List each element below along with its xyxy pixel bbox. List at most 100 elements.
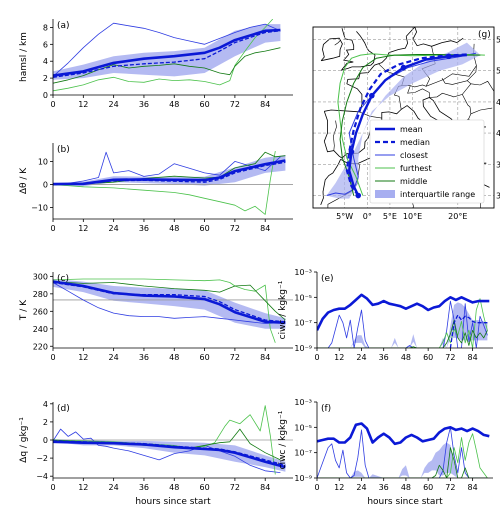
track-marker-mean (445, 53, 452, 60)
panel-e: 0 12 24 36 48 60 72 84 10⁻⁹ 10⁻⁷ 10⁻⁵ 10⁻³ ciwc / kg… (278, 268, 493, 362)
x-tick-label-a: 24 (109, 100, 119, 109)
x-tick-label-a: 60 (199, 100, 209, 109)
y-tick-label-a: 4 (43, 57, 48, 66)
x-tick-label-c: 60 (199, 353, 209, 362)
panel-b: 0 12 24 36 48 60 72 84 −10 0 10 Δθ / K (b) (19, 143, 293, 233)
x-tick-label-a: 72 (230, 100, 240, 109)
x-tick-label-c: 84 (260, 353, 270, 362)
y-tick-label-b: −10 (31, 203, 48, 212)
x-tick-label-e: 48 (401, 353, 411, 362)
lat-tick-label: 35°N (496, 160, 500, 169)
series-furthest-b (53, 151, 276, 215)
x-tick-label-e: 72 (445, 353, 455, 362)
x-tick-label-b: 60 (199, 224, 209, 233)
x-tick-label-b: 12 (78, 224, 88, 233)
country-border (334, 39, 341, 46)
y-tick-label-a: 0 (43, 91, 48, 100)
x-tick-label-f: 0 (314, 483, 319, 492)
y-tick-label-d: 2 (43, 418, 48, 427)
y-tick-label-a: 2 (43, 74, 48, 83)
lon-tick-label: 5°W (336, 212, 353, 221)
panel-label-d: (d) (57, 404, 70, 414)
y-tick-label-f: 10⁻³ (294, 398, 312, 407)
legend-label-mean: mean (400, 125, 423, 134)
series-closest-e (317, 300, 488, 348)
y-tick-label-c: 300 (33, 272, 48, 281)
lon-tick-label: 0° (363, 212, 372, 221)
series-mean-c (53, 280, 286, 324)
x-tick-label-c: 12 (78, 353, 88, 362)
country-border (470, 107, 493, 115)
series-middle-f (317, 447, 488, 478)
interquartile-band-d (53, 439, 286, 472)
x-axis-label-f: hours since start (367, 497, 443, 507)
lon-tick-label: 20°E (448, 212, 467, 221)
panel-label-f: (f) (321, 404, 331, 414)
x-tick-label-d: 48 (169, 483, 179, 492)
track-marker-mean (355, 192, 362, 199)
y-axis-label-d: Δq / gkg⁻¹ (19, 417, 29, 463)
panel-label-c: (c) (57, 274, 69, 284)
x-tick-label-c: 36 (139, 353, 149, 362)
x-tick-label-e: 36 (379, 353, 389, 362)
panel-label-b: (b) (57, 145, 70, 155)
interquartile-band-f (317, 442, 488, 478)
series-closest-b (53, 151, 281, 185)
x-tick-label-d: 24 (109, 483, 119, 492)
track-median (345, 53, 467, 197)
y-axis-label-e: ciwc / kgkg⁻¹ (278, 280, 288, 339)
x-tick-label-f: 24 (356, 483, 366, 492)
y-tick-label-f: 10⁻⁹ (294, 474, 312, 483)
x-tick-label-c: 24 (109, 353, 119, 362)
lat-tick-label: 30°N (496, 192, 500, 201)
series-median-c (53, 281, 286, 323)
x-tick-label-f: 60 (423, 483, 433, 492)
x-tick-label-f: 72 (445, 483, 455, 492)
x-tick-label-a: 84 (260, 100, 270, 109)
lat-tick-label: 45°N (496, 98, 500, 107)
lat-tick-label: 50°N (496, 67, 500, 76)
legend-label-median: median (400, 138, 430, 147)
coastline (320, 159, 341, 206)
x-tick-label-d: 12 (78, 483, 88, 492)
coastline (340, 28, 355, 71)
x-tick-label-e: 0 (314, 353, 319, 362)
y-tick-label-f: 10⁻⁵ (294, 423, 312, 432)
lon-tick-label: 5°E (383, 212, 397, 221)
map-frame (312, 26, 495, 209)
series-mean-b (53, 159, 286, 186)
country-border (467, 65, 477, 81)
y-axis-label-b: Δθ / K (19, 167, 29, 194)
y-tick-label-d: 4 (43, 400, 48, 409)
x-tick-label-a: 36 (139, 100, 149, 109)
series-mean-f (317, 422, 490, 446)
x-tick-label-c: 0 (50, 353, 55, 362)
series-furthest-f (317, 433, 488, 478)
x-tick-label-a: 0 (50, 100, 55, 109)
lat-tick-label: 55°N (496, 35, 500, 44)
panel-g: 30°N 35°N 40°N 45°N 50°N 55°N 5°W 0° 5°E 10°E 20°E… (312, 26, 500, 221)
x-tick-label-a: 48 (169, 100, 179, 109)
track-middle (339, 54, 481, 196)
track-marker-mean (369, 92, 375, 99)
x-tick-label-f: 84 (468, 483, 478, 492)
series-closest-d (53, 428, 281, 473)
x-tick-label-e: 60 (423, 353, 433, 362)
series-mean-a (53, 28, 281, 77)
x-tick-label-b: 84 (260, 224, 270, 233)
interquartile-band-e (317, 302, 488, 348)
y-tick-label-e: 10⁻³ (294, 268, 312, 277)
legend-swatch-interquartile-range (375, 190, 395, 198)
legend-label-furthest: furthest (400, 164, 432, 173)
panel-label-a: (a) (57, 21, 70, 31)
country-border (333, 120, 337, 151)
y-tick-label-b: 10 (38, 157, 48, 166)
coastline (405, 27, 464, 47)
lon-tick-label: 10°E (403, 212, 422, 221)
lat-tick-label: 40°N (496, 129, 500, 138)
y-tick-label-f: 10⁻⁷ (294, 449, 312, 458)
map-legend: mean median closest furthest middle interquar… (369, 119, 485, 204)
series-mean-d (53, 440, 286, 469)
